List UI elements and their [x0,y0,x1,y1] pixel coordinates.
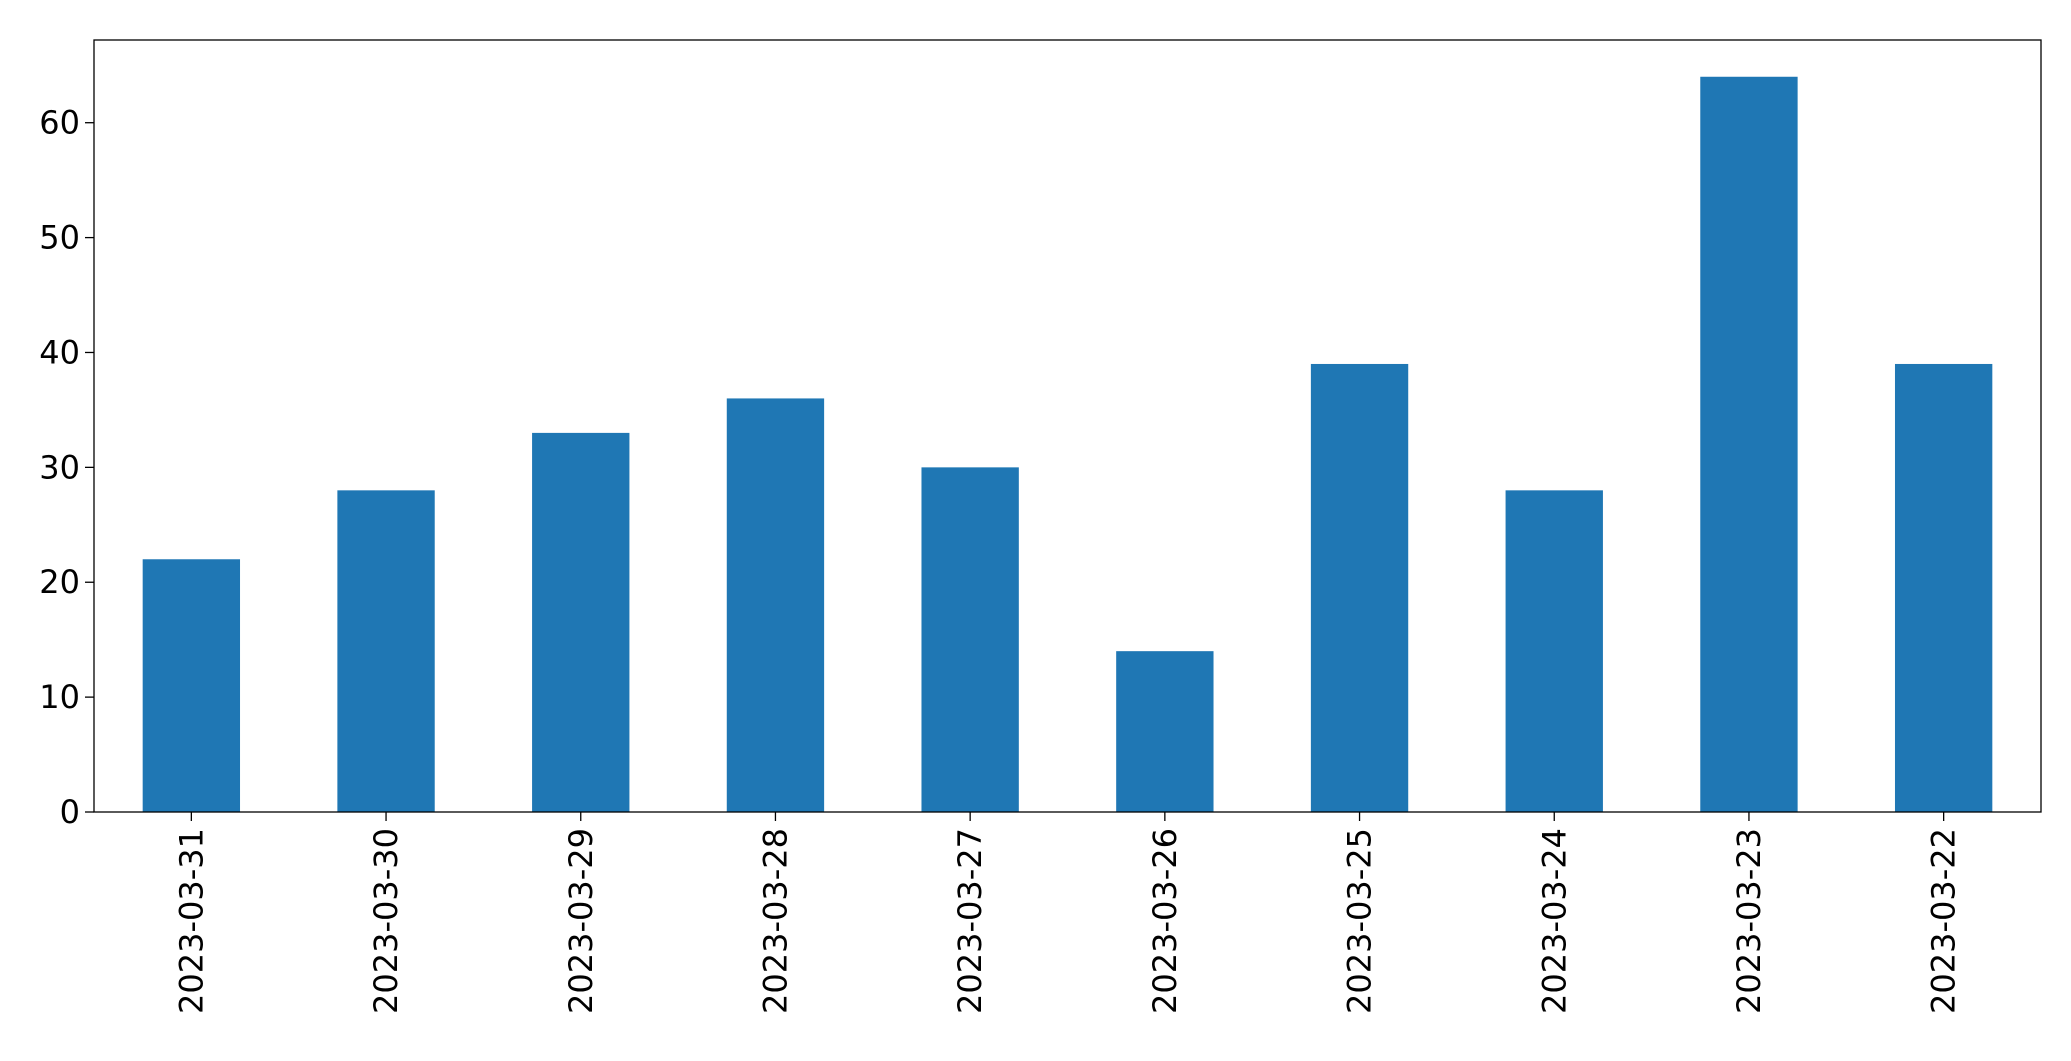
y-tick-label: 50 [39,219,80,257]
bar [726,398,825,812]
bar [921,467,1019,812]
y-tick-label: 30 [39,448,80,486]
y-tick-label: 0 [60,793,80,831]
y-tick-label: 40 [39,333,80,371]
bar [1116,651,1214,812]
x-tick-label: 2023-03-31 [172,828,210,1014]
x-tick-label: 2023-03-24 [1535,828,1573,1014]
x-tick-label: 2023-03-22 [1925,828,1963,1014]
x-tick-label: 2023-03-27 [951,828,989,1014]
y-tick-label: 10 [39,678,80,716]
bar [1505,490,1603,812]
y-tick-label: 20 [39,563,80,601]
bar [532,432,630,812]
bar [1700,76,1798,812]
x-tick-label: 2023-03-26 [1146,828,1184,1014]
plot-frame [93,39,2042,813]
bar [1894,363,1993,812]
x-tick-label: 2023-03-30 [367,828,405,1014]
x-tick-label: 2023-03-29 [562,828,600,1014]
x-tick-label: 2023-03-28 [756,828,794,1014]
y-tick-label: 60 [39,104,80,142]
x-tick-label: 2023-03-23 [1730,828,1768,1014]
bar [142,559,241,812]
x-tick-label: 2023-03-25 [1341,828,1379,1014]
bar [1310,363,1409,812]
bar [337,490,435,812]
